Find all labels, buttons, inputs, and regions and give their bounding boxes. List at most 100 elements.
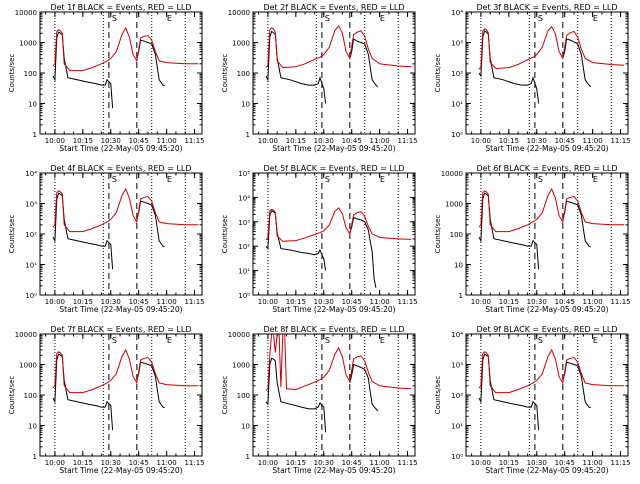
x-axis-label: Start Time (22-May-05 09:45:20) [272, 144, 395, 153]
panel-6: 1 10 100 1000 10000 10:00 10:15 10:30 10:45 11:00… [434, 164, 631, 314]
marker-letter-s: S [112, 336, 117, 345]
x-tick-label: 10:30 [101, 298, 121, 306]
x-tick-label: 10:45 [342, 298, 362, 306]
panel-title: Det 8f BLACK = Events, RED = LLD [263, 325, 404, 334]
plot-frame [39, 172, 203, 296]
y-tick-label: 10 [454, 262, 463, 270]
y-tick-label: 10³ [451, 40, 463, 48]
marker-letter-e: E [380, 175, 385, 184]
panel-8: 1 10 100 1000 10000 10:00 10:15 10:30 10:45 11:00… [221, 325, 418, 475]
x-tick-label: 10:15 [286, 459, 306, 467]
marker-letter-e: E [167, 336, 172, 345]
series-lld-line [52, 348, 199, 394]
x-axis-label: Start Time (22-May-05 09:45:20) [59, 144, 182, 153]
x-axis-label: Start Time (22-May-05 09:45:20) [272, 305, 395, 314]
x-tick-label: 10:15 [286, 298, 306, 306]
y-tick-label: 10⁰ [451, 131, 463, 139]
y-tick-label: 10³ [238, 219, 250, 227]
marker-letter-s: S [538, 336, 543, 345]
marker-letter-e: E [593, 175, 598, 184]
y-tick-label: 10³ [451, 362, 463, 370]
y-tick-label: 10² [238, 243, 250, 251]
y-tick-label: 1 [33, 131, 37, 139]
y-tick-label: 10000 [228, 9, 250, 17]
y-tick-label: 10¹ [451, 101, 463, 109]
panel-title: Det 4f BLACK = Events, RED = LLD [50, 164, 191, 173]
series-lld-line [478, 348, 625, 394]
panel-title: Det 9f BLACK = Events, RED = LLD [476, 325, 617, 334]
marker-letter-e: E [593, 336, 598, 345]
x-tick-label: 11:00 [370, 298, 390, 306]
y-axis-label: Counts/sec [434, 376, 442, 415]
y-tick-label: 10000 [228, 331, 250, 339]
y-tick-label: 10 [28, 423, 37, 431]
x-tick-label: 10:00 [471, 137, 491, 145]
y-axis-label: Counts/sec [8, 376, 16, 415]
x-tick-label: 10:00 [471, 459, 491, 467]
marker-letter-s: S [112, 14, 117, 23]
marker-letter-s: S [325, 175, 330, 184]
plot-frame [465, 333, 629, 457]
marker-letter-s: S [538, 14, 543, 23]
y-axis-label: Counts/sec [221, 376, 229, 415]
x-tick-label: 11:00 [370, 459, 390, 467]
x-tick-label: 11:00 [370, 137, 390, 145]
x-tick-label: 10:15 [499, 137, 519, 145]
marker-letter-s: S [325, 336, 330, 345]
panel-4: 10⁰ 10¹ 10² 10³ 10⁴ 10:00 10:15 10:30 10:45 11:00… [8, 164, 205, 314]
y-tick-label: 10⁰ [25, 292, 37, 300]
x-tick-label: 10:30 [314, 137, 334, 145]
x-tick-label: 10:15 [499, 459, 519, 467]
x-tick-label: 11:15 [397, 459, 417, 467]
y-tick-label: 100 [450, 231, 463, 239]
y-tick-label: 1 [33, 453, 37, 461]
marker-letter-s: S [112, 175, 117, 184]
plot-frame [252, 333, 416, 457]
x-tick-label: 10:30 [527, 298, 547, 306]
series-events-line [265, 357, 379, 433]
y-axis-label: Counts/sec [434, 215, 442, 254]
y-tick-label: 10⁵ [238, 170, 250, 178]
x-tick-label: 11:00 [157, 137, 177, 145]
x-tick-label: 10:00 [45, 137, 65, 145]
x-tick-label: 11:15 [397, 137, 417, 145]
y-tick-label: 1 [246, 131, 250, 139]
y-tick-label: 10² [25, 231, 37, 239]
x-axis-label: Start Time (22-May-05 09:45:20) [59, 305, 182, 314]
series-lld-line [478, 25, 625, 70]
plot-frame [465, 172, 629, 296]
y-tick-label: 1000 [19, 362, 37, 370]
y-axis-label: Counts/sec [8, 215, 16, 254]
x-tick-label: 11:00 [157, 298, 177, 306]
x-tick-label: 10:15 [499, 298, 519, 306]
marker-letter-s: S [325, 14, 330, 23]
y-tick-label: 100 [237, 70, 250, 78]
x-tick-label: 10:15 [73, 459, 93, 467]
x-tick-label: 10:00 [471, 298, 491, 306]
y-tick-label: 10¹ [451, 423, 463, 431]
x-tick-label: 10:00 [258, 298, 278, 306]
x-tick-label: 11:00 [157, 459, 177, 467]
panel-title: Det 6f BLACK = Events, RED = LLD [476, 164, 617, 173]
y-tick-label: 10² [451, 392, 463, 400]
panel-title: Det 5f BLACK = Events, RED = LLD [263, 164, 404, 173]
y-axis-label: Counts/sec [221, 54, 229, 93]
marker-letter-e: E [380, 336, 385, 345]
x-tick-label: 10:00 [258, 137, 278, 145]
x-tick-label: 11:15 [610, 137, 630, 145]
y-tick-label: 100 [24, 70, 37, 78]
x-axis-label: Start Time (22-May-05 09:45:20) [59, 466, 182, 475]
x-tick-label: 10:30 [314, 298, 334, 306]
plot-frame [252, 11, 416, 135]
x-tick-label: 11:15 [397, 298, 417, 306]
panel-3: 10⁰ 10¹ 10² 10³ 10⁴ 10:00 10:15 10:30 10:45 11:00… [434, 3, 631, 153]
x-axis-label: Start Time (22-May-05 09:45:20) [485, 144, 608, 153]
y-tick-label: 10⁰ [451, 453, 463, 461]
series-lld-line [265, 24, 412, 69]
y-axis-label: Counts/sec [221, 215, 229, 254]
x-tick-label: 10:15 [286, 137, 306, 145]
x-axis-label: Start Time (22-May-05 09:45:20) [485, 305, 608, 314]
y-axis-label: Counts/sec [8, 54, 16, 93]
y-tick-label: 10⁴ [238, 194, 250, 202]
